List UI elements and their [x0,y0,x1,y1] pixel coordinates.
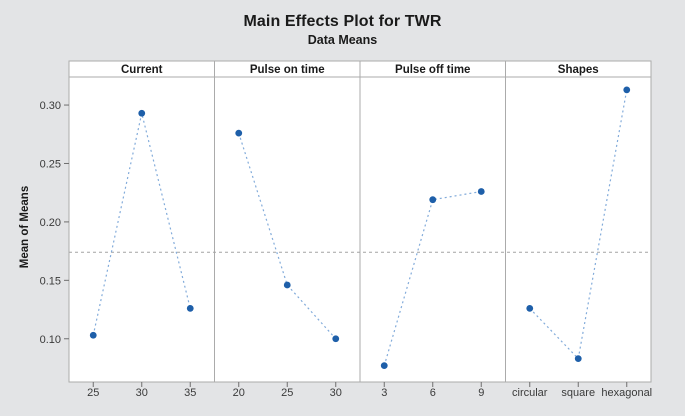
x-tick-label: 6 [430,387,436,399]
y-tick-label: 0.15 [40,275,61,287]
panel-2 [359,60,506,383]
x-tick-label: 3 [381,387,387,399]
data-point [526,304,534,312]
y-tick-label: 0.25 [40,158,61,170]
x-tick-label: 35 [184,387,196,399]
x-tick-label: circular [512,387,548,399]
data-point [332,335,340,343]
data-point [283,281,291,289]
x-tick-label: 25 [281,387,293,399]
chart-title: Main Effects Plot for TWR [243,13,442,30]
data-point [235,129,243,137]
panel-1 [214,60,361,383]
data-point [89,331,97,339]
data-point [574,355,582,363]
series-line-3 [529,89,628,360]
data-point [623,86,631,94]
x-tick-label: 25 [87,387,99,399]
chart-subtitle: Data Means [307,33,378,47]
x-tick-label: hexagonal [601,387,652,399]
x-tick-label: 20 [233,387,245,399]
y-tick-label: 0.20 [40,217,61,229]
panel-label: Pulse on time [250,64,325,76]
data-point [429,196,437,204]
data-point [380,362,388,370]
panel-3 [505,60,652,383]
panel-header-3 [505,60,652,78]
x-tick-label: 30 [330,387,342,399]
x-tick-label: square [561,387,595,399]
x-tick-label: 9 [478,387,484,399]
y-tick-label: 0.10 [40,334,61,346]
data-point [138,109,146,117]
panel-label: Pulse off time [395,64,470,76]
panel-label: Shapes [558,64,599,76]
panel-label: Current [121,64,163,76]
data-point [186,304,194,312]
data-point [477,188,485,195]
x-tick-label: 30 [136,387,148,399]
y-tick-label: 0.30 [40,100,61,112]
series-line-0 [92,113,191,336]
series-line-2 [383,190,482,366]
